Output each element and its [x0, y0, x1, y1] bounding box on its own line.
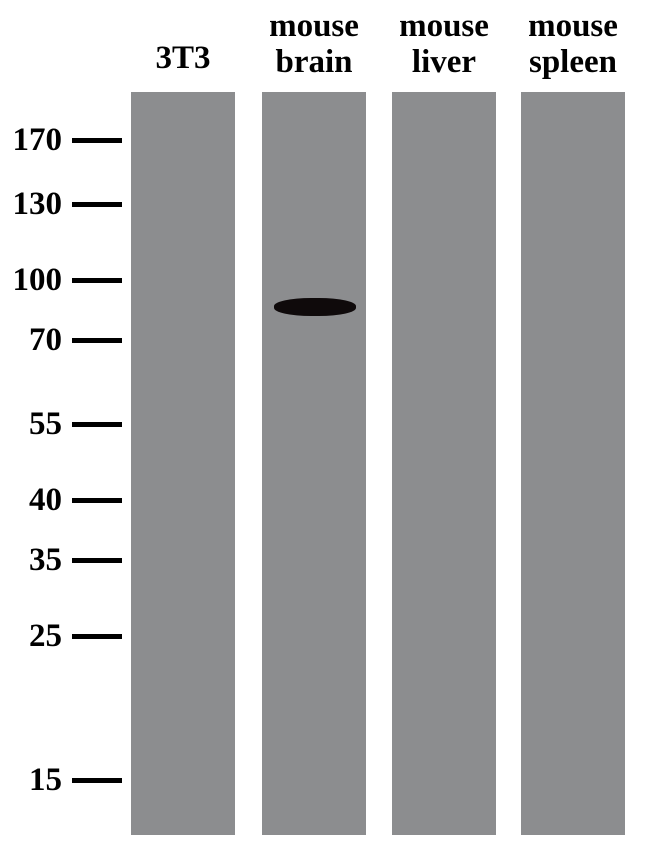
- marker-tick-130: [72, 202, 122, 207]
- lane-label-lane3: mouse liver: [392, 8, 496, 81]
- marker-tick-55: [72, 422, 122, 427]
- marker-tick-15: [72, 778, 122, 783]
- marker-label-15: 15: [29, 762, 62, 799]
- lane-lane3: [392, 92, 496, 835]
- marker-tick-170: [72, 138, 122, 143]
- lane-label-lane4: mouse spleen: [521, 8, 625, 81]
- marker-label-130: 130: [13, 186, 63, 223]
- marker-tick-25: [72, 634, 122, 639]
- marker-tick-40: [72, 498, 122, 503]
- marker-label-35: 35: [29, 542, 62, 579]
- lane-label-lane1: 3T3: [131, 40, 235, 76]
- band-brain-90kda: [274, 298, 356, 316]
- marker-label-25: 25: [29, 618, 62, 655]
- marker-tick-70: [72, 338, 122, 343]
- marker-label-100: 100: [13, 262, 63, 299]
- lane-label-lane2: mouse brain: [262, 8, 366, 81]
- marker-label-55: 55: [29, 406, 62, 443]
- marker-tick-100: [72, 278, 122, 283]
- lane-lane2: [262, 92, 366, 835]
- lane-lane4: [521, 92, 625, 835]
- marker-label-40: 40: [29, 482, 62, 519]
- marker-label-170: 170: [13, 122, 63, 159]
- marker-label-70: 70: [29, 322, 62, 359]
- western-blot-figure: 3T3 mouse brain mouse liver mouse spleen 170…: [0, 0, 650, 867]
- lane-lane1: [131, 92, 235, 835]
- marker-tick-35: [72, 558, 122, 563]
